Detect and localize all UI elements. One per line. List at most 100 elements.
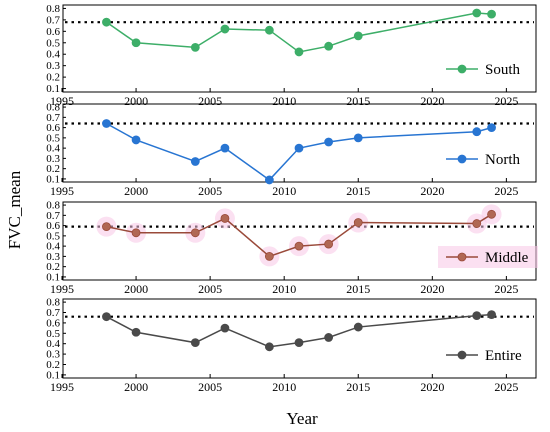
x-tick-label: 2005 bbox=[198, 94, 222, 108]
data-point bbox=[102, 119, 111, 128]
y-tick-label: 0.6 bbox=[46, 317, 60, 329]
y-tick-label: 0.3 bbox=[46, 349, 60, 361]
panel-entire: 0.10.20.30.40.50.60.70.8 1995 2000 2005 2010… bbox=[46, 297, 537, 394]
y-tick-label: 0.1 bbox=[46, 173, 60, 185]
data-point bbox=[220, 24, 230, 34]
x-axis-label: Year bbox=[286, 409, 318, 428]
y-tick-label: 0.5 bbox=[46, 328, 60, 340]
series-line-entire bbox=[106, 313, 492, 348]
y-tick-label: 0.4 bbox=[46, 338, 60, 350]
panel-frame bbox=[62, 201, 537, 281]
x-tick-label: 2025 bbox=[494, 184, 518, 198]
data-point bbox=[353, 31, 363, 41]
data-point bbox=[190, 42, 200, 52]
data-point bbox=[294, 143, 304, 153]
x-tick-label: 2010 bbox=[272, 282, 296, 296]
x-tick-label: 2010 bbox=[272, 184, 296, 198]
data-point bbox=[294, 338, 304, 348]
y-tick-label: 0.2 bbox=[46, 261, 60, 273]
x-tick-label: 1995 bbox=[50, 282, 74, 296]
y-tick-label: 0.7 bbox=[46, 307, 60, 319]
y-tick-label: 0.4 bbox=[46, 143, 60, 155]
y-tick-label: 0.8 bbox=[46, 3, 60, 15]
y-tick-label: 0.1 bbox=[46, 369, 60, 381]
series-line-middle bbox=[106, 213, 492, 258]
data-point bbox=[131, 327, 141, 337]
data-point bbox=[102, 222, 111, 232]
y-axis-label: FVC_mean bbox=[5, 170, 24, 249]
data-point bbox=[190, 228, 200, 238]
data-point bbox=[472, 8, 482, 18]
legend-label-entire: Entire bbox=[485, 348, 522, 364]
data-point bbox=[264, 175, 274, 185]
y-tick-label: 0.8 bbox=[46, 102, 60, 114]
data-point bbox=[220, 143, 230, 153]
x-tick-label: 1995 bbox=[50, 184, 74, 198]
x-tick-label: 2000 bbox=[124, 184, 148, 198]
legend-label-south: South bbox=[485, 62, 521, 78]
data-point bbox=[131, 228, 141, 238]
x-tick-label: 2005 bbox=[198, 282, 222, 296]
panel-frame bbox=[62, 103, 537, 183]
data-point bbox=[353, 218, 363, 227]
y-tick-label: 0.6 bbox=[46, 220, 60, 232]
y-tick-label: 0.7 bbox=[46, 210, 60, 222]
data-point bbox=[472, 219, 482, 228]
x-tick-label: 2005 bbox=[198, 184, 222, 198]
y-tick-label: 0.8 bbox=[46, 297, 60, 309]
y-tick-label: 0.2 bbox=[46, 72, 60, 84]
y-tick-label: 0.3 bbox=[46, 153, 60, 165]
y-tick-label: 0.1 bbox=[46, 83, 60, 95]
data-point bbox=[131, 38, 141, 48]
x-tick-label: 2020 bbox=[420, 184, 444, 198]
data-point bbox=[102, 17, 111, 27]
data-point bbox=[102, 312, 111, 322]
data-point bbox=[264, 25, 274, 35]
data-point bbox=[294, 241, 304, 251]
y-tick-label: 0.1 bbox=[46, 271, 60, 283]
panel-middle: 0.10.20.30.40.50.60.70.8 1995 2000 2005 2010… bbox=[46, 200, 538, 296]
x-tick-label: 2000 bbox=[124, 282, 148, 296]
y-tick-label: 0.7 bbox=[46, 14, 60, 26]
x-tick-label: 2000 bbox=[124, 94, 148, 108]
x-tick-label: 2025 bbox=[494, 380, 518, 394]
x-tick-label: 2015 bbox=[346, 380, 370, 394]
data-point bbox=[487, 123, 496, 133]
data-point bbox=[487, 310, 496, 319]
y-tick-label: 0.2 bbox=[46, 163, 60, 175]
x-tick-label: 2015 bbox=[346, 282, 370, 296]
data-point bbox=[353, 133, 363, 143]
x-tick-label: 2015 bbox=[346, 94, 370, 108]
x-tick-label: 2020 bbox=[420, 380, 444, 394]
y-tick-label: 0.3 bbox=[46, 251, 60, 263]
y-tick-label: 0.4 bbox=[46, 49, 60, 61]
data-point bbox=[487, 9, 496, 19]
data-point bbox=[472, 311, 482, 321]
y-tick-label: 0.8 bbox=[46, 200, 60, 212]
y-tick-label: 0.7 bbox=[46, 112, 60, 124]
y-tick-label: 0.4 bbox=[46, 241, 60, 253]
legend-highlight bbox=[438, 246, 538, 268]
y-tick-label: 0.3 bbox=[46, 60, 60, 72]
legend-marker bbox=[457, 252, 467, 262]
data-point bbox=[264, 251, 274, 261]
y-tick-label: 0.6 bbox=[46, 26, 60, 38]
legend-label-middle: Middle bbox=[485, 250, 529, 266]
data-point bbox=[487, 209, 496, 219]
x-tick-label: 2020 bbox=[420, 282, 444, 296]
data-point bbox=[324, 137, 334, 147]
panel-frame bbox=[62, 298, 537, 379]
y-tick-label: 0.5 bbox=[46, 37, 60, 49]
x-tick-label: 2000 bbox=[124, 380, 148, 394]
panel-frame bbox=[62, 4, 537, 93]
data-point bbox=[324, 239, 334, 249]
x-tick-label: 2025 bbox=[494, 282, 518, 296]
data-point bbox=[294, 47, 304, 57]
data-point bbox=[190, 338, 200, 348]
data-point bbox=[353, 322, 363, 332]
panel-north: 0.10.20.30.40.50.60.70.8 1995 2000 2005 2010… bbox=[46, 102, 537, 198]
x-tick-label: 2015 bbox=[346, 184, 370, 198]
y-tick-label: 0.5 bbox=[46, 230, 60, 242]
